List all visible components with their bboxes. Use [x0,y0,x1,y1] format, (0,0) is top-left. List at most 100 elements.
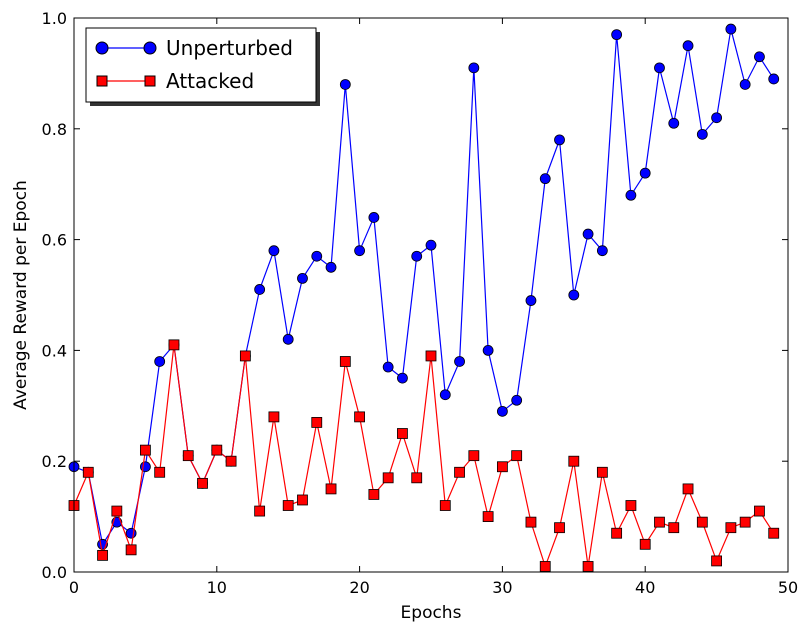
data-point-attacked [539,561,551,572]
data-point-attacked [682,483,694,495]
data-point-attacked [139,444,151,456]
data-point-unperturbed [354,245,366,257]
data-point-unperturbed [468,62,480,74]
data-point-unperturbed [582,228,594,240]
series-line-attacked [73,344,775,569]
data-point-attacked [596,466,608,478]
data-point-unperturbed [439,389,451,401]
data-point-unperturbed [297,272,308,284]
data-point-attacked [696,516,708,528]
y-tick-label: 0.2 [42,452,67,471]
data-point-attacked [168,339,180,351]
series-attacked [68,339,780,572]
data-point-unperturbed [696,128,708,140]
data-point-attacked [739,516,751,528]
y-tick-label: 0.8 [42,120,67,139]
data-point-attacked [182,450,194,462]
data-point-attacked [254,505,266,517]
data-point-unperturbed [311,250,323,262]
x-tick-label: 10 [207,578,227,597]
x-tick-label: 50 [778,578,798,597]
legend-label-attacked: Attacked [166,69,254,93]
data-point-unperturbed [682,40,694,52]
series-line-unperturbed [73,28,775,546]
axis-ticks: 0 10 20 30 40 50 0.0 0.2 0.4 0.6 0.8 1.0 [42,9,799,597]
data-point-unperturbed [525,295,537,306]
data-point-unperturbed [596,245,608,257]
data-point-attacked [197,477,208,489]
data-point-attacked [97,549,108,561]
data-point-unperturbed [568,289,580,301]
x-tick-label: 0 [69,578,79,597]
data-point-attacked [268,411,280,423]
data-point-attacked [439,500,451,511]
data-point-attacked [154,466,166,478]
data-point-attacked [297,494,308,506]
data-point-attacked [82,466,94,478]
data-point-attacked [368,489,380,500]
data-point-attacked [454,466,465,478]
data-point-unperturbed [711,112,722,124]
data-point-attacked [239,350,251,362]
legend-marker-unperturbed [143,41,157,55]
x-tick-label: 40 [635,578,655,597]
data-point-attacked [339,356,351,367]
data-point-unperturbed [411,250,423,262]
data-point-attacked [325,483,337,495]
data-point-unperturbed [725,23,737,35]
legend-box [85,27,317,103]
data-point-unperturbed [754,51,765,63]
y-tick-label: 1.0 [42,9,67,28]
data-point-unperturbed [368,212,380,223]
data-point-attacked [382,472,394,484]
data-point-unperturbed [539,173,551,185]
data-point-attacked [282,500,294,511]
y-axis-label: Average Reward per Epoch [11,180,31,410]
data-point-unperturbed [668,117,680,129]
data-point-unperturbed [339,79,351,90]
data-point-unperturbed [254,284,266,295]
data-point-attacked [397,428,408,439]
data-point-unperturbed [482,344,494,356]
legend-entry-unperturbed: Unperturbed [95,36,293,60]
data-point-unperturbed [554,134,565,146]
data-point-attacked [411,472,423,484]
legend-marker-unperturbed [95,41,109,55]
data-point-attacked [754,505,765,517]
data-point-attacked [425,350,437,362]
data-point-attacked [654,516,665,528]
y-tick-label: 0.4 [42,341,67,360]
data-point-attacked [639,538,651,550]
data-point-attacked [511,450,523,462]
legend: Unperturbed Attacked [85,27,320,106]
legend-entry-attacked: Attacked [96,69,254,93]
data-point-unperturbed [268,245,280,257]
data-point-attacked [625,500,637,511]
data-point-unperturbed [496,405,508,417]
legend-label-unperturbed: Unperturbed [166,36,293,60]
data-point-attacked [668,522,680,534]
data-point-attacked [582,561,594,572]
legend-marker-attacked [96,75,108,87]
data-point-unperturbed [625,189,637,201]
data-point-unperturbed [511,394,523,406]
data-point-unperturbed [611,29,623,41]
data-point-attacked [711,555,722,567]
data-point-unperturbed [139,461,151,473]
data-point-attacked [768,527,780,539]
data-point-unperturbed [125,527,137,539]
data-point-unperturbed [739,79,751,90]
y-tick-label: 0.6 [42,231,67,250]
y-tick-label: 0.0 [42,563,67,582]
data-point-attacked [725,522,737,534]
data-point-attacked [225,455,237,467]
legend-marker-attacked [144,75,156,87]
data-point-attacked [568,455,580,467]
data-point-unperturbed [382,361,394,373]
data-point-attacked [211,444,223,456]
data-point-attacked [482,511,494,523]
data-point-unperturbed [282,333,294,345]
data-point-unperturbed [325,261,337,273]
data-point-unperturbed [397,372,408,384]
